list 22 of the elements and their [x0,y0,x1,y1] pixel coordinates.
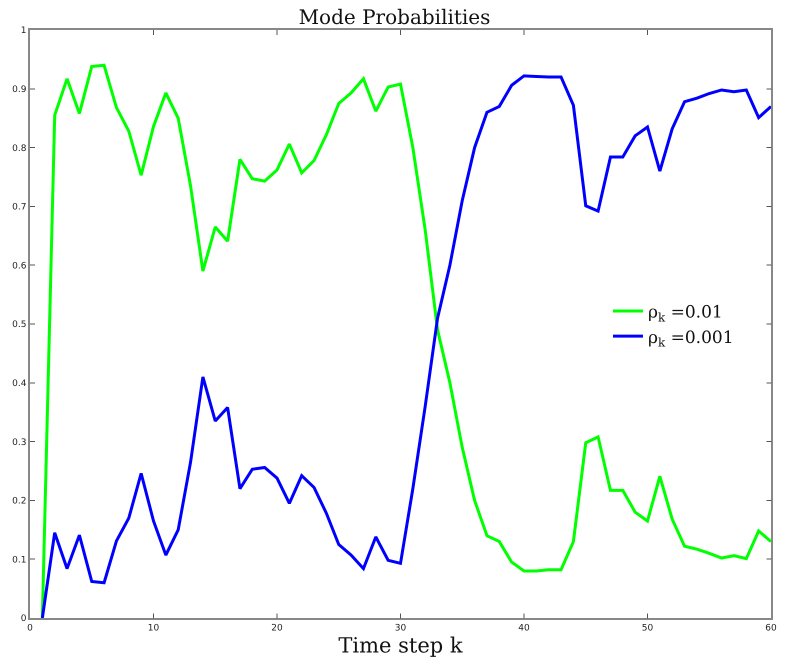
y-tick-label: 0.1 [12,555,26,566]
chart-title: Mode Probabilities [298,4,490,29]
x-tick-label: 20 [271,624,283,634]
y-tick-label: 0.6 [12,261,27,272]
y-tick-label: 0.4 [12,378,27,389]
x-tick-label: 0 [27,624,34,634]
legend-label: ρ$_{k}$ =0.01 [648,302,723,324]
y-tick-label: 0.9 [12,84,27,95]
y-tick-label: 0 [20,614,27,624]
x-tick-label: 40 [518,624,530,634]
y-tick-label: 1 [20,26,26,36]
y-tick-label: 0.3 [12,438,26,448]
x-axis-title: Time step k [338,634,463,658]
x-tick-label: 50 [642,624,654,634]
y-tick-label: 0.2 [12,496,26,507]
x-tick-label: 60 [765,624,777,634]
y-tick-label: 0.5 [12,320,26,330]
x-tick-label: 10 [148,624,160,634]
legend-label: ρ$_{k}$ =0.001 [648,328,734,350]
x-tick-label: 30 [394,624,406,634]
y-tick-label: 0.7 [12,202,26,213]
y-tick-label: 0.8 [12,144,27,154]
